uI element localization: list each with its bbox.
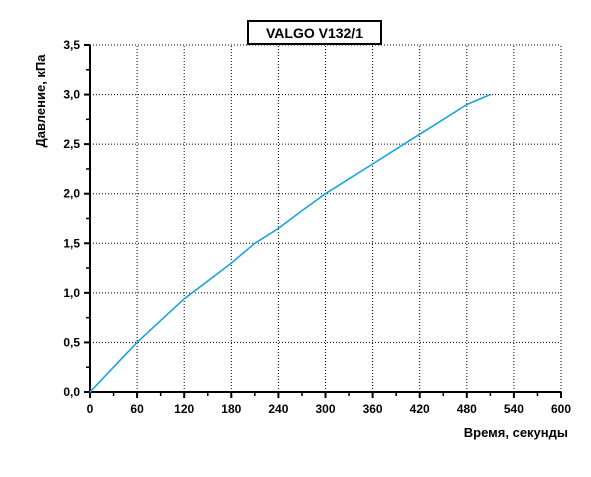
series-layer (89, 93, 492, 393)
y-tick-label: 3,5 (63, 38, 80, 52)
labels: 0 60 120 180 240 300 360 420 480 540 600 0,0 0,5 1,0 1… (63, 38, 571, 416)
y-axis-title: Давление, кПа (33, 54, 48, 148)
x-axis-title: Время, секунды (464, 425, 568, 440)
x-tick-label: 180 (221, 402, 241, 416)
chart-title-box: VALGO V132/1 (247, 20, 382, 45)
y-tick-label: 0,0 (63, 385, 80, 399)
x-tick-label: 120 (174, 402, 194, 416)
x-tick-label: 300 (315, 402, 335, 416)
y-tick-label: 2,5 (63, 137, 80, 151)
y-tick-label: 2,0 (63, 187, 80, 201)
y-tick-label: 3,0 (63, 88, 80, 102)
x-tick-label: 600 (551, 402, 571, 416)
series-line (89, 93, 492, 393)
x-tick-label: 360 (363, 402, 383, 416)
x-tick-label: 420 (410, 402, 430, 416)
chart-title: VALGO V132/1 (266, 25, 363, 41)
x-tick-label: 480 (457, 402, 477, 416)
y-tick-label: 1,0 (63, 286, 80, 300)
axes (84, 44, 562, 398)
x-tick-label: 240 (268, 402, 288, 416)
x-tick-label: 60 (130, 402, 144, 416)
grid (90, 44, 562, 392)
y-tick-label: 0,5 (63, 335, 80, 349)
x-tick-label: 540 (504, 402, 524, 416)
y-tick-label: 1,5 (63, 236, 80, 250)
x-tick-label: 0 (87, 402, 94, 416)
